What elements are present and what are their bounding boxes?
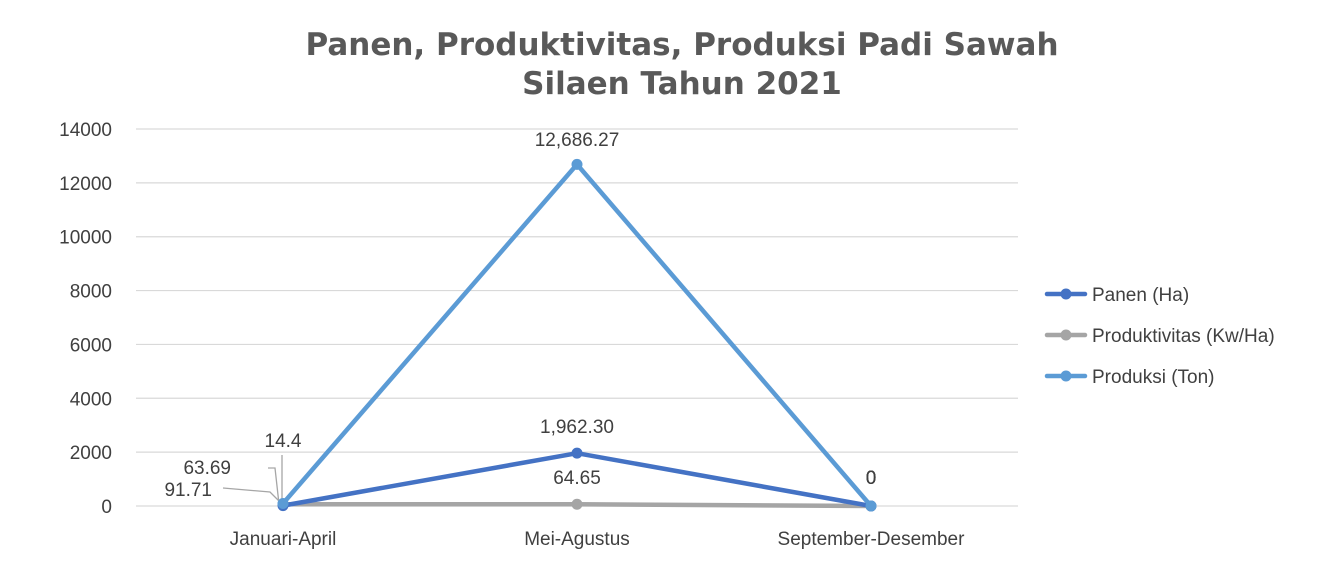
data-point [865, 500, 877, 512]
data-label: 0 [866, 468, 877, 489]
legend-item: Panen (Ha) [1044, 285, 1189, 306]
data-point [571, 447, 583, 459]
data-label: 91.71 [164, 480, 212, 501]
y-tick-label: 0 [101, 497, 112, 518]
x-tick-label: Mei-Agustus [524, 529, 630, 550]
data-label: 12,686.27 [535, 130, 620, 151]
data-label: 63.69 [183, 458, 231, 479]
x-tick-label: September-Desember [778, 529, 966, 550]
leader-line [222, 487, 284, 506]
data-label: 0 [866, 468, 877, 489]
y-tick-label: 10000 [59, 228, 112, 249]
legend-swatch-marker [1060, 288, 1072, 300]
y-tick-label: 12000 [59, 174, 112, 195]
legend-label: Produksi (Ton) [1092, 367, 1215, 388]
y-tick-label: 2000 [70, 443, 112, 464]
y-tick-label: 4000 [70, 389, 112, 410]
series-lines [277, 158, 877, 512]
gridlines [136, 128, 1018, 507]
data-label: 1,962.30 [540, 417, 614, 438]
data-label: 0 [866, 468, 877, 489]
chart-title-line-1: Panen, Produktivitas, Produksi Padi Sawa… [305, 27, 1058, 63]
y-tick-label: 6000 [70, 335, 112, 356]
x-axis: Januari-April Mei-Agustus September-Desemb… [230, 529, 965, 550]
series-1 [277, 498, 877, 512]
legend-item: Produksi (Ton) [1044, 367, 1215, 388]
x-tick-label: Januari-April [230, 529, 337, 550]
data-label: 64.65 [553, 468, 601, 489]
legend-label: Panen (Ha) [1092, 285, 1189, 306]
chart-title: Panen, Produktivitas, Produksi Padi Sawa… [305, 27, 1058, 102]
data-point [571, 158, 583, 170]
series-2 [277, 158, 877, 512]
legend-item: Produktivitas (Kw/Ha) [1044, 326, 1275, 347]
label-leader-lines [222, 455, 284, 506]
legend-label: Produktivitas (Kw/Ha) [1092, 326, 1275, 347]
y-tick-label: 14000 [59, 120, 112, 141]
y-axis: 0 2000 4000 6000 8000 10000 12000 14000 [59, 120, 112, 518]
data-point [571, 498, 583, 510]
data-label: 14.4 [265, 431, 302, 452]
legend-swatch-marker [1060, 370, 1072, 382]
legend-swatch-marker [1060, 329, 1072, 341]
leader-line [268, 467, 280, 505]
legend: Panen (Ha) Produktivitas (Kw/Ha) Produksi … [1044, 285, 1275, 388]
y-tick-label: 8000 [70, 282, 112, 303]
data-point [277, 498, 289, 510]
chart-title-line-2: Silaen Tahun 2021 [522, 66, 842, 102]
